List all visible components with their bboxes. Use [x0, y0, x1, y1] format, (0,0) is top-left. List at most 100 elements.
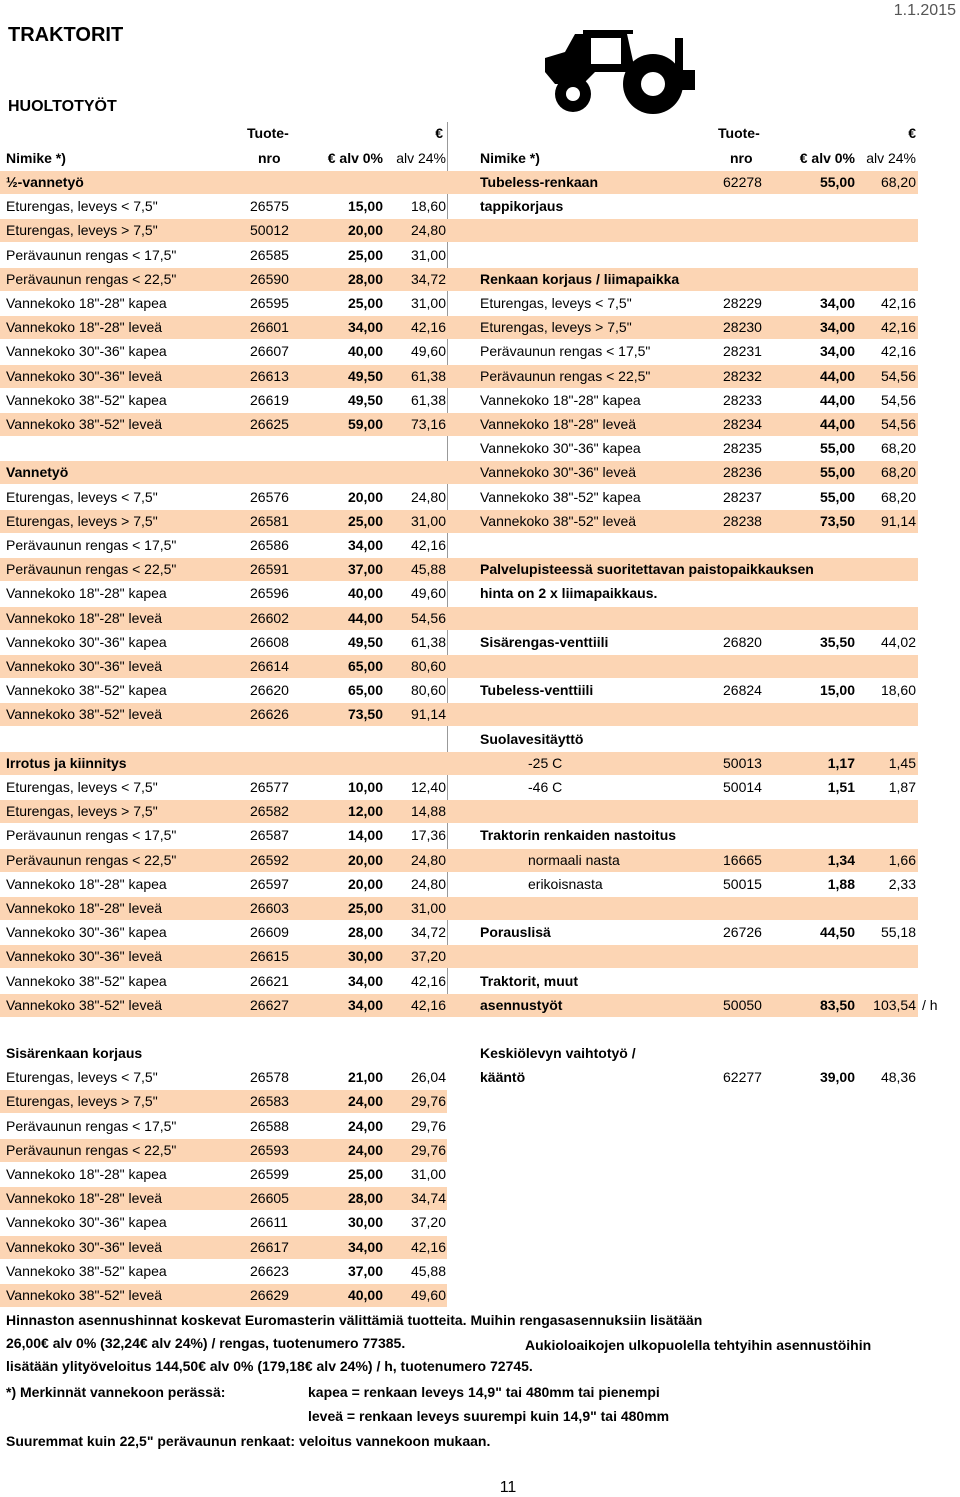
- price-alv0: 1,88: [827, 875, 855, 892]
- row-highlight: [0, 413, 918, 436]
- item-name: Vannekoko 18"-28" kapea: [6, 875, 167, 892]
- section-heading: Keskiölevyn vaihtotyö /: [480, 1045, 636, 1061]
- price-alv0: 15,00: [819, 682, 855, 699]
- price-alv24: 49,60: [410, 1287, 446, 1303]
- price-alv0: 20,00: [347, 488, 383, 505]
- row-highlight: [0, 703, 918, 727]
- product-number: 28237: [723, 488, 762, 505]
- item-name: Eturengas, leveys < 7,5": [480, 295, 632, 311]
- item-name: Vannekoko 18"-28" kapea: [6, 1166, 167, 1182]
- price-alv24: 24,80: [410, 851, 446, 868]
- product-number: 28231: [723, 343, 762, 360]
- product-number: 26609: [250, 924, 289, 941]
- section-heading: Suolavesitäyttö: [480, 730, 584, 747]
- product-number: 26575: [250, 198, 289, 215]
- price-alv24: 42,16: [410, 1238, 446, 1255]
- price-alv0: 44,00: [819, 416, 855, 432]
- item-name: Eturengas, leveys > 7,5": [6, 1093, 158, 1110]
- price-alv24: 42,16: [410, 996, 446, 1013]
- price-alv24: 1,87: [888, 779, 916, 795]
- row-highlight: [0, 461, 918, 485]
- row-highlight: [0, 558, 918, 582]
- item-name: Vannekoko 18"-28" leveä: [6, 609, 163, 626]
- item-name: Vannekoko 18"-28" leveä: [480, 416, 637, 432]
- footnote: Suuremmat kuin 22,5" perävaunun renkaat:…: [6, 1433, 491, 1449]
- price-alv24: 42,16: [410, 537, 446, 553]
- product-number: 28229: [723, 295, 762, 311]
- price-alv24: 31,00: [410, 246, 446, 263]
- row-highlight: [0, 1235, 447, 1259]
- item-name: Vannekoko 38"-52" kapea: [6, 1262, 167, 1279]
- price-alv0: 34,00: [347, 319, 383, 336]
- item-name: erikoisnasta: [528, 875, 603, 892]
- section-heading: Palvelupisteessä suoritettavan paistopai…: [480, 561, 814, 578]
- item-name: Eturengas, leveys < 7,5": [6, 488, 158, 505]
- section-heading: ½-vannetyö: [6, 174, 84, 190]
- price-alv24: 31,00: [410, 900, 446, 916]
- price-alv0: 30,00: [347, 1214, 383, 1231]
- price-alv24: 2,33: [888, 875, 916, 892]
- section-heading: Renkaan korjaus / liimapaikka: [480, 270, 680, 287]
- item-name: Perävaunun rengas < 17,5": [6, 537, 177, 553]
- section-heading: Sisärenkaan korjaus: [6, 1045, 143, 1061]
- product-number: 50012: [250, 222, 289, 239]
- price-alv0: 1,17: [827, 754, 855, 771]
- product-number: 26599: [250, 1166, 289, 1182]
- column-header: nro: [730, 150, 753, 166]
- price-alv24: 31,00: [410, 1166, 446, 1182]
- price-alv0: 83,50: [819, 996, 855, 1013]
- price-alv24: 24,80: [410, 488, 446, 505]
- price-alv24: 54,56: [880, 416, 916, 432]
- item-name: Vannekoko 30"-36" kapea: [6, 633, 167, 650]
- product-number: 26627: [250, 996, 289, 1013]
- price-alv24: 26,04: [410, 1069, 446, 1086]
- product-number: 26590: [250, 270, 289, 287]
- column-header: Tuote-: [718, 125, 760, 141]
- price-alv0: 25,00: [347, 900, 383, 916]
- column-header: €: [435, 125, 443, 141]
- item-name: Vannekoko 30"-36" leveä: [6, 1238, 163, 1255]
- item-name: Perävaunun rengas < 17,5": [6, 827, 177, 844]
- price-alv24: 54,56: [410, 609, 446, 626]
- item-name: Vannekoko 38"-52" leveä: [6, 1287, 163, 1303]
- product-number: 26577: [250, 779, 289, 795]
- product-number: 26592: [250, 851, 289, 868]
- price-alv0: 49,50: [347, 391, 383, 408]
- price-alv24: 91,14: [410, 706, 446, 723]
- product-number: 26613: [250, 367, 289, 384]
- item-name: Vannekoko 38"-52" kapea: [6, 391, 167, 408]
- item-name: Vannekoko 30"-36" kapea: [480, 440, 641, 457]
- product-number: 26588: [250, 1117, 289, 1134]
- price-alv24: 34,72: [410, 924, 446, 941]
- section-heading: Irrotus ja kiinnitys: [6, 754, 127, 771]
- price-alv24: 34,74: [410, 1190, 446, 1207]
- price-alv0: 55,00: [819, 174, 855, 190]
- price-alv24: 42,16: [410, 319, 446, 336]
- price-alv24: 24,80: [410, 875, 446, 892]
- item-name: Vannekoko 18"-28" leveä: [6, 900, 163, 916]
- product-number: 28236: [723, 464, 762, 481]
- item-name: Perävaunun rengas < 22,5": [6, 1141, 177, 1158]
- product-number: 28230: [723, 319, 762, 336]
- price-alv0: 37,00: [347, 1262, 383, 1279]
- item-name: Vannekoko 30"-36" kapea: [6, 1214, 167, 1231]
- product-number: 26607: [250, 343, 289, 360]
- price-alv0: 40,00: [347, 585, 383, 602]
- row-highlight: [0, 509, 918, 533]
- price-alv0: 44,50: [819, 924, 855, 941]
- price-alv24: 14,88: [410, 803, 446, 820]
- item-name: Vannekoko 30"-36" leveä: [480, 464, 637, 481]
- price-alv0: 34,00: [819, 319, 855, 336]
- row-highlight: [0, 1187, 447, 1211]
- product-number: 26602: [250, 609, 289, 626]
- price-alv24: 42,16: [880, 319, 916, 336]
- section-title: HUOLTOTYÖT: [8, 98, 117, 115]
- product-number: 26601: [250, 319, 289, 336]
- product-number: 26626: [250, 706, 289, 723]
- price-alv24: 91,14: [880, 512, 916, 529]
- product-number: 26578: [250, 1069, 289, 1086]
- price-alv0: 49,50: [347, 367, 383, 384]
- price-alv24: 1,66: [888, 851, 916, 868]
- price-unit: / h: [922, 996, 938, 1013]
